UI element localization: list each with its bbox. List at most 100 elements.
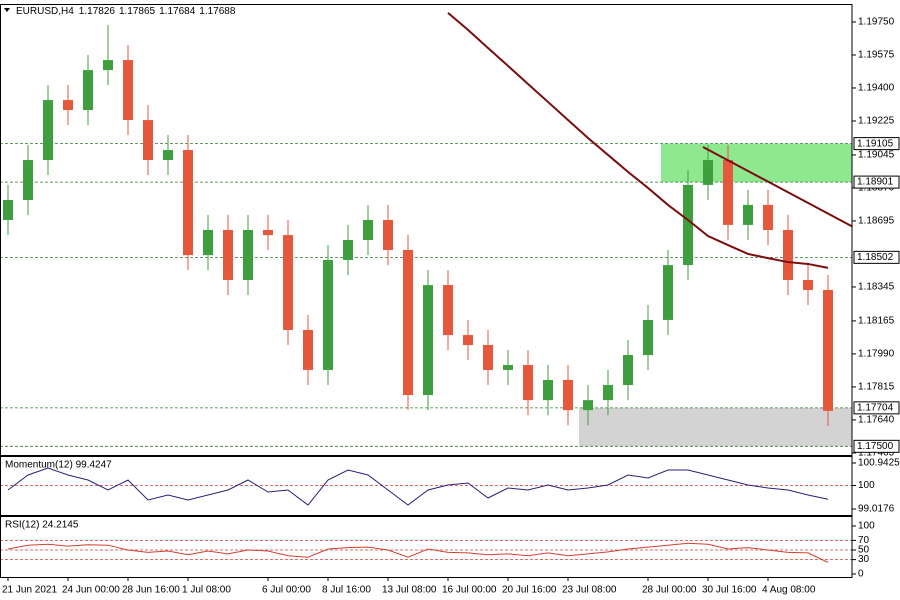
candle-body — [83, 70, 93, 111]
candle-body — [643, 319, 653, 356]
y-tick-label: 30 — [858, 554, 870, 565]
momentum-panel-frame — [0, 456, 853, 516]
candle-body — [663, 265, 673, 320]
candle-body — [423, 285, 433, 396]
candle-body — [743, 204, 753, 225]
y-tick-label: 100 — [858, 521, 875, 532]
indicator-line — [7, 467, 829, 506]
trendline — [702, 146, 852, 228]
candle-body — [163, 150, 173, 161]
candle-body — [263, 230, 273, 236]
low-price: 1.17684 — [159, 6, 196, 17]
x-tick-label: 4 Aug 08:00 — [762, 585, 816, 596]
candle-body — [583, 400, 593, 411]
rsi-panel-frame — [0, 516, 853, 578]
candle-body — [723, 160, 733, 225]
level-label: 1.17704 — [857, 402, 894, 413]
y-tick-label: 1.17990 — [858, 349, 895, 360]
candle-body — [63, 100, 73, 111]
level-label-box — [853, 439, 900, 453]
candle-body — [563, 379, 573, 411]
y-tick-label: 50 — [858, 545, 870, 556]
x-tick-label: 13 Jul 08:00 — [382, 585, 437, 596]
y-tick-label: 99.0176 — [858, 504, 895, 515]
y-tick-label: 1.18345 — [858, 282, 895, 293]
candle-body — [363, 220, 373, 240]
candle-body — [3, 200, 13, 221]
y-tick-label: 1.17640 — [858, 415, 895, 426]
high-price: 1.17865 — [119, 6, 156, 17]
candle-body — [203, 230, 213, 256]
plot-layer: 1.197501.195751.194001.192251.190451.188… — [0, 12, 900, 596]
candle-body — [243, 230, 253, 280]
candle-body — [43, 100, 53, 161]
x-tick-label: 30 Jul 16:00 — [702, 585, 757, 596]
y-tick-label: 1.19575 — [858, 50, 895, 61]
x-tick-label: 23 Jul 08:00 — [562, 585, 617, 596]
level-label: 1.18502 — [857, 252, 894, 263]
candle-body — [343, 239, 353, 260]
candle-body — [823, 289, 833, 411]
menu-triangle[interactable] — [4, 8, 10, 12]
panel — [0, 467, 852, 506]
indicator-title: Momentum(12) 99.4247 — [5, 460, 112, 471]
y-tick-label: 1.19045 — [858, 150, 895, 161]
candle-body — [143, 120, 153, 161]
y-tick-label: 1.19225 — [858, 116, 895, 127]
candle-body — [523, 365, 533, 401]
level-label-box — [853, 401, 900, 415]
x-tick-label: 16 Jul 00:00 — [442, 585, 497, 596]
chart-header: EURUSD,H4 1.17826 1.17865 1.17684 1.17688 — [16, 6, 236, 17]
x-tick-label: 6 Jul 00:00 — [262, 585, 311, 596]
candle-body — [383, 220, 393, 250]
open-price: 1.17826 — [79, 6, 116, 17]
y-tick-label: 1.17465 — [858, 448, 895, 459]
level-label: 1.19105 — [857, 138, 894, 149]
y-tick-label: 1.18695 — [858, 216, 895, 227]
x-tick-label: 1 Jul 08:00 — [182, 585, 231, 596]
candle-body — [283, 235, 293, 330]
candle-body — [223, 230, 233, 280]
y-tick-label: 1.19750 — [858, 17, 895, 28]
y-tick-label: 70 — [858, 535, 870, 546]
candle-body — [443, 285, 453, 336]
candle-body — [23, 160, 33, 201]
y-tick-label: 100.9425 — [858, 458, 900, 469]
y-tick-label: 1.19400 — [858, 83, 895, 94]
price-zone — [579, 407, 852, 447]
candle-body — [783, 230, 793, 280]
indicator-line — [7, 542, 829, 563]
y-tick-label: 100 — [858, 480, 875, 491]
candle-body — [403, 249, 413, 396]
panel — [0, 540, 852, 563]
candle-body — [703, 160, 713, 185]
candle-body — [323, 259, 333, 370]
x-tick-label: 20 Jul 16:00 — [502, 585, 557, 596]
candle-body — [543, 379, 553, 401]
level-label: 1.18901 — [857, 177, 894, 188]
x-tick-label: 28 Jul 00:00 — [642, 585, 697, 596]
candle-body — [483, 345, 493, 370]
level-label-box — [853, 250, 900, 264]
panel — [0, 12, 852, 447]
candle-body — [803, 279, 813, 290]
x-tick-label: 28 Jun 16:00 — [122, 585, 180, 596]
main-panel-frame — [0, 4, 853, 456]
y-tick-label: 0 — [858, 569, 864, 580]
moving-average — [447, 12, 829, 269]
candle-body — [623, 355, 633, 386]
candle-body — [303, 329, 313, 370]
candle-body — [103, 60, 113, 71]
level-label-box — [853, 137, 900, 151]
x-tick-label: 8 Jul 16:00 — [322, 585, 371, 596]
x-tick-label: 21 Jun 2021 — [2, 585, 57, 596]
indicator-title: RSI(12) 24.2145 — [5, 520, 79, 531]
candle-body — [503, 365, 513, 370]
symbol: EURUSD,H4 — [16, 6, 74, 17]
candle-body — [123, 60, 133, 121]
candle-body — [763, 204, 773, 230]
candle-body — [183, 150, 193, 256]
candle-body — [683, 184, 693, 266]
